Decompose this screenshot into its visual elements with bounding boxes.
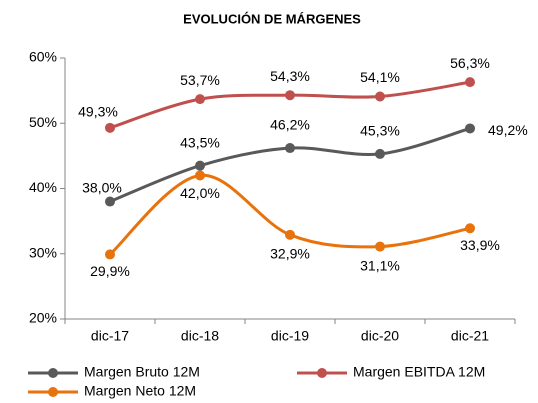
point bbox=[285, 143, 295, 154]
point bbox=[465, 123, 475, 134]
data-label: 43,5% bbox=[180, 134, 220, 150]
data-label: 54,3% bbox=[270, 68, 310, 84]
legend-marker bbox=[48, 387, 58, 397]
point bbox=[375, 241, 385, 252]
x-tick-label: dic-17 bbox=[91, 328, 129, 344]
point bbox=[105, 122, 115, 133]
y-tick-label: 60% bbox=[29, 49, 57, 65]
data-label: 46,2% bbox=[270, 117, 310, 133]
y-tick-label: 50% bbox=[29, 114, 57, 130]
y-tick-label: 40% bbox=[29, 179, 57, 195]
legend-label: Margen Neto 12M bbox=[84, 383, 196, 399]
data-label: 53,7% bbox=[180, 72, 220, 88]
legend-label: Margen Bruto 12M bbox=[84, 364, 200, 380]
legend-label: Margen EBITDA 12M bbox=[353, 364, 485, 380]
x-tick-label: dic-19 bbox=[271, 328, 309, 344]
data-label: 29,9% bbox=[90, 263, 130, 279]
data-label: 38,0% bbox=[82, 179, 122, 195]
point bbox=[195, 160, 205, 171]
data-label: 49,2% bbox=[488, 122, 528, 138]
point bbox=[465, 77, 475, 88]
legend-marker bbox=[317, 368, 327, 378]
series-line bbox=[108, 173, 471, 256]
point bbox=[465, 223, 475, 234]
data-label: 42,0% bbox=[180, 185, 220, 201]
y-tick-label: 20% bbox=[29, 310, 57, 326]
point bbox=[195, 94, 205, 105]
legend-marker bbox=[48, 368, 58, 378]
point bbox=[105, 196, 115, 207]
point bbox=[285, 90, 295, 101]
x-tick-label: dic-20 bbox=[361, 328, 399, 344]
point bbox=[105, 249, 115, 260]
x-tick-label: dic-21 bbox=[451, 328, 489, 344]
point bbox=[375, 148, 385, 159]
point bbox=[375, 91, 385, 102]
y-tick-label: 30% bbox=[29, 244, 57, 260]
point bbox=[285, 229, 295, 240]
data-label: 33,9% bbox=[460, 237, 500, 253]
data-label: 32,9% bbox=[270, 246, 310, 262]
series-line bbox=[109, 127, 471, 203]
data-label: 54,1% bbox=[360, 69, 400, 85]
point bbox=[195, 170, 205, 181]
data-label: 56,3% bbox=[450, 55, 490, 71]
x-tick-label: dic-18 bbox=[181, 328, 219, 344]
chart-title: EVOLUCIÓN DE MÁRGENES bbox=[183, 11, 361, 26]
data-label: 49,3% bbox=[78, 104, 118, 120]
data-label: 45,3% bbox=[360, 123, 400, 139]
data-label: 31,1% bbox=[360, 257, 400, 273]
